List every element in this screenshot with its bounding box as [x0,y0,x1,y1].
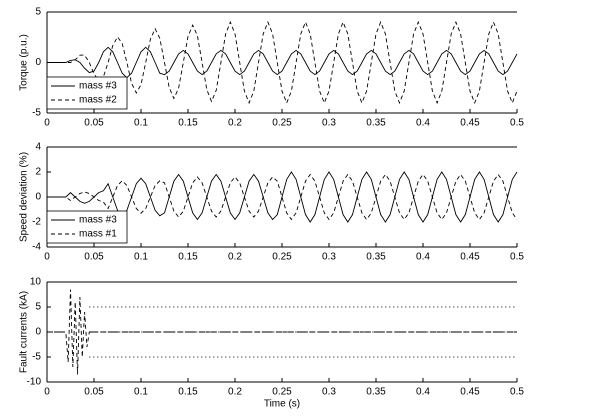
x-tick-label: 0.4 [416,387,430,398]
y-tick-label: 5 [35,7,41,18]
x-tick-label: 0.3 [322,387,336,398]
x-tick-label: 0.2 [228,387,242,398]
y-tick-label: -5 [32,352,41,363]
y-axis-label: Torque (p.u.) [19,34,30,91]
y-tick-label: -2 [32,217,41,228]
y-axis-label: Fault currents (kA) [19,291,30,373]
x-tick-label: 0.05 [84,387,104,398]
x-tick-label: 0.05 [84,118,104,129]
x-tick-label: 0.45 [460,252,480,263]
series-line [47,46,518,79]
x-tick-label: 0.1 [134,118,148,129]
x-tick-label: 0.35 [366,387,386,398]
y-tick-label: 4 [35,142,41,153]
y-tick-label: -10 [27,377,42,388]
x-tick-label: 0 [44,252,50,263]
legend-label: mass #3 [79,81,117,92]
x-tick-label: 0.25 [272,118,292,129]
x-tick-label: 0.3 [322,252,336,263]
y-tick-label: 10 [30,277,42,288]
x-tick-label: 0.45 [460,118,480,129]
x-tick-label: 0.5 [510,252,524,263]
legend-label: mass #2 [79,95,117,106]
x-tick-label: 0.1 [134,387,148,398]
x-tick-label: 0.35 [366,118,386,129]
x-tick-label: 0.45 [460,387,480,398]
x-tick-label: 0.05 [84,252,104,263]
y-tick-label: 2 [35,167,41,178]
x-tick-label: 0.15 [178,118,198,129]
series-line [47,289,517,375]
x-tick-label: 0.3 [322,118,336,129]
x-tick-label: 0.4 [416,252,430,263]
series-line [47,173,518,221]
legend-label: mass #1 [79,229,117,240]
y-tick-label: -4 [32,242,41,253]
x-tick-label: 0.25 [272,252,292,263]
x-tick-label: 0.2 [228,252,242,263]
x-tick-label: 0 [44,387,50,398]
x-tick-label: 0.2 [228,118,242,129]
y-tick-label: 0 [35,192,41,203]
y-axis-label: Speed deviation (%) [19,152,30,242]
y-tick-label: 5 [35,302,41,313]
y-tick-label: 0 [35,327,41,338]
x-tick-label: 0.35 [366,252,386,263]
x-tick-label: 0.25 [272,387,292,398]
legend-label: mass #3 [79,215,117,226]
y-tick-label: 0 [35,57,41,68]
x-tick-label: 0.5 [510,387,524,398]
x-tick-label: 0.4 [416,118,430,129]
x-tick-label: 0.5 [510,118,524,129]
x-tick-label: 0.15 [178,252,198,263]
legend-box [46,76,128,110]
x-tick-label: 0 [44,118,50,129]
legend-box [46,210,128,244]
x-axis-label: Time (s) [264,399,300,410]
y-tick-label: -5 [32,108,41,119]
x-tick-label: 0.1 [134,252,148,263]
x-tick-label: 0.15 [178,387,198,398]
series-line [47,20,518,105]
